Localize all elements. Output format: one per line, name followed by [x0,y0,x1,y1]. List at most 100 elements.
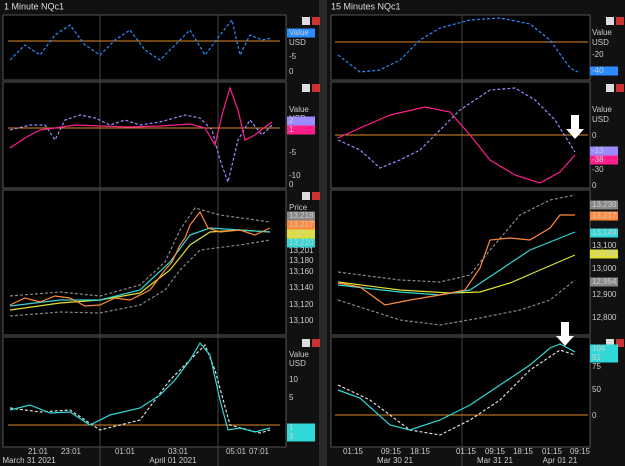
axis-label: 13,201 [289,246,314,255]
value-tag [287,28,315,38]
date-label: Mar 30 21 [377,456,414,465]
settings-button[interactable] [302,84,310,92]
time-label: 01:15 [456,447,477,456]
axis-label: 13,140 [289,283,314,292]
axis-label: -38 [592,155,604,164]
axis-label: 50 [592,385,601,394]
axis-label: 2 [289,116,294,125]
axis-label: Value [289,28,309,37]
value-tag [287,423,315,433]
settings-button[interactable] [302,192,310,200]
value-tag [590,66,618,76]
date-label: Mar 31 21 [477,456,514,465]
axis-label: 0 [592,131,597,140]
axis-label: USD [289,359,306,368]
close-button[interactable] [616,17,624,25]
axis-label: 13,100 [592,241,617,250]
value-tag [287,432,315,442]
value-tag [590,249,618,259]
axis-label: 0 [592,411,597,420]
time-label: 01:15 [343,447,364,456]
axis-label: -5 [289,148,297,157]
close-button[interactable] [616,339,624,347]
settings-button[interactable] [302,339,310,347]
axis-label: 13,211 [289,229,313,238]
axis-label: 75 [592,362,601,371]
value-tag [590,277,618,287]
axis-label: -13 [592,146,604,155]
value-tag [287,116,315,126]
value-tag [590,146,618,156]
axis-label: 13,217 [592,211,617,220]
axis-label: 5 [289,393,294,402]
splitter[interactable] [319,0,327,466]
time-label: 01:01 [115,447,136,456]
axis-label: Value [289,350,309,359]
axis-label: 1 [289,125,294,134]
value-tag [287,125,315,135]
time-label: 21:01 [28,447,49,456]
date-label: March 31 2021 [2,456,56,465]
axis-label: 13,000 [592,264,617,273]
axis-label: -20 [592,50,604,59]
value-tag [287,238,315,248]
close-button[interactable] [616,84,624,92]
axis-label: 13,180 [289,256,314,265]
axis-label: -5 [289,52,297,61]
axis-label: Value [592,28,612,37]
time-label: 09:15 [570,447,591,456]
time-label: 23:01 [61,447,82,456]
close-button[interactable] [312,192,320,200]
axis-label: 0 [289,180,294,189]
value-tag [287,220,315,230]
value-tag [590,211,618,221]
axis-label: Value [289,105,309,114]
zero-lines [8,40,588,426]
time-label: 09:15 [485,447,506,456]
axis-label: 3 [289,432,294,441]
axis-label: 12,954 [592,277,617,286]
time-label: 01:15 [542,447,563,456]
settings-button[interactable] [606,84,614,92]
axis-label: USD [289,38,306,47]
time-label: 07:01 [249,447,270,456]
date-label: Apr 01 21 [543,456,578,465]
value-tag [590,228,618,238]
axis-label: 13,218 [289,211,314,220]
axis-label: 1 [289,423,294,432]
axis-label: 13,149 [592,228,617,237]
time-label: 09:15 [381,447,402,456]
close-button[interactable] [312,84,320,92]
axis-label: 13,217 [289,220,314,229]
settings-button[interactable] [302,17,310,25]
close-button[interactable] [312,339,320,347]
axis-label: 10 [289,375,298,384]
axis-label: 91 [592,353,601,362]
value-tag [590,200,618,210]
value-tag [287,229,315,239]
axis-label: Price [289,203,308,212]
date-label: April 01 2021 [149,456,197,465]
close-button[interactable] [312,17,320,25]
time-label: 05:01 [226,447,247,456]
axis-label: 12,900 [592,290,617,299]
panes [2,14,591,448]
axis-label: 13,230 [592,200,617,209]
settings-button[interactable] [606,339,614,347]
time-label: 18:15 [513,447,534,456]
value-tag [590,353,618,363]
value-tag [590,344,618,354]
axis-label: -30 [592,165,604,174]
axis-label: 13,059 [592,249,617,258]
value-tag [287,211,315,221]
axis-label: 12,800 [592,313,617,322]
axis-label: USD [592,38,609,47]
panel-title: 15 Minutes NQc1 [331,1,401,11]
axis-label: 0 [289,67,294,76]
value-tag [590,155,618,165]
axis-label: Value [592,105,612,114]
axis-label: 13,100 [289,316,314,325]
settings-button[interactable] [606,17,614,25]
axis-label: USD [592,115,609,124]
